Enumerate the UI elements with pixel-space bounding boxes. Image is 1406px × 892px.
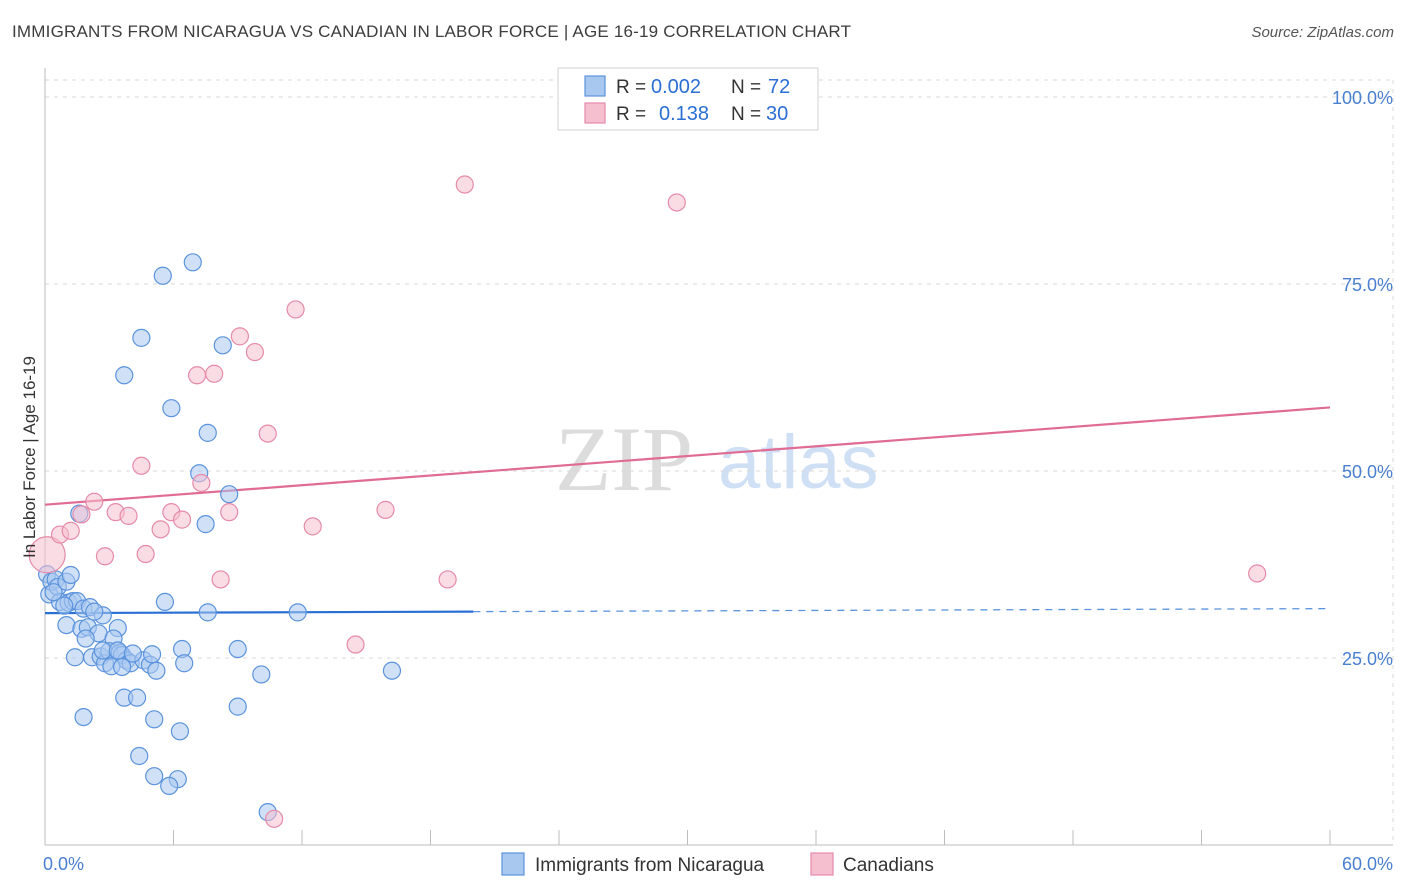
point-canadians bbox=[85, 492, 104, 511]
point-canadians bbox=[220, 503, 239, 522]
point-nicaragua bbox=[130, 746, 149, 766]
point-nicaragua bbox=[61, 565, 80, 585]
legend-r-label-1: R = bbox=[616, 77, 646, 98]
point-nicaragua bbox=[108, 641, 127, 660]
point-canadians bbox=[667, 193, 686, 212]
point-nicaragua bbox=[228, 697, 247, 716]
point-nicaragua bbox=[252, 665, 271, 684]
point-nicaragua bbox=[162, 399, 181, 418]
legend-swatch-nicaragua bbox=[501, 852, 525, 876]
point-nicaragua bbox=[132, 328, 151, 347]
point-canadians bbox=[211, 570, 230, 589]
legend-r-value-2: 0.138 bbox=[659, 103, 709, 125]
y-tick-label-2: 75.0% bbox=[1342, 275, 1393, 295]
point-nicaragua bbox=[170, 722, 190, 741]
point-nicaragua bbox=[220, 485, 239, 504]
y-tick-label-1: 50.0% bbox=[1342, 462, 1393, 482]
grid-lines bbox=[45, 79, 1394, 845]
trend-line-nicaragua-dashed bbox=[473, 607, 1331, 613]
point-nicaragua bbox=[55, 596, 74, 615]
point-nicaragua bbox=[228, 639, 247, 659]
point-nicaragua bbox=[142, 645, 162, 664]
point-canadians bbox=[245, 342, 264, 362]
legend-n-value-1: 72 bbox=[768, 76, 790, 98]
point-nicaragua bbox=[44, 583, 63, 602]
point-canadians bbox=[192, 473, 211, 493]
point-canadians bbox=[136, 544, 155, 564]
point-canadians bbox=[61, 521, 80, 540]
point-canadians bbox=[258, 424, 277, 443]
legend-n-label-1: N = bbox=[731, 77, 761, 98]
point-nicaragua bbox=[145, 710, 164, 729]
watermark-atlas: atlas bbox=[718, 420, 879, 505]
point-canadians bbox=[187, 366, 207, 385]
point-nicaragua bbox=[127, 688, 147, 707]
trend-lines bbox=[44, 406, 1331, 615]
point-canadians bbox=[376, 500, 395, 519]
legend-swatch-pink bbox=[584, 102, 606, 124]
y-axis-title: In Labor Force | Age 16-19 bbox=[20, 356, 39, 558]
legend-n-value-2: 30 bbox=[766, 103, 788, 125]
point-nicaragua bbox=[196, 515, 215, 534]
point-nicaragua bbox=[85, 602, 104, 621]
data-points bbox=[28, 175, 1267, 828]
legend-label-nicaragua: Immigrants from Nicaragua bbox=[535, 855, 765, 876]
point-canadians bbox=[1248, 564, 1267, 583]
legend-r-label-2: R = bbox=[616, 104, 646, 125]
point-canadians bbox=[265, 809, 284, 828]
point-nicaragua bbox=[123, 644, 142, 663]
legend-swatch-blue bbox=[584, 75, 606, 97]
x-tick-label-0: 0.0% bbox=[43, 854, 84, 874]
point-canadians bbox=[230, 327, 249, 346]
point-nicaragua bbox=[147, 661, 166, 680]
point-canadians bbox=[303, 517, 322, 536]
point-canadians bbox=[205, 364, 224, 383]
legend-label-canadians: Canadians bbox=[843, 855, 934, 876]
point-canadians bbox=[95, 547, 115, 566]
point-nicaragua bbox=[175, 654, 194, 673]
point-nicaragua bbox=[155, 592, 175, 612]
tick-labels: 25.0% 50.0% 75.0% 100.0% 0.0% 60.0% bbox=[43, 88, 1393, 874]
point-canadians bbox=[132, 456, 151, 475]
source-label: Source: ZipAtlas.com bbox=[1251, 24, 1394, 41]
point-canadians bbox=[455, 175, 474, 194]
point-canadians bbox=[346, 635, 365, 654]
point-nicaragua bbox=[74, 707, 93, 727]
y-tick-label-3: 100.0% bbox=[1332, 88, 1393, 108]
trend-line-canadians bbox=[44, 406, 1331, 506]
point-nicaragua bbox=[115, 366, 134, 385]
point-nicaragua bbox=[198, 603, 217, 622]
point-nicaragua bbox=[145, 767, 164, 786]
point-nicaragua bbox=[160, 776, 179, 796]
legend-swatch-canadians bbox=[810, 852, 834, 876]
legend-r-value-1: 0.002 bbox=[651, 76, 701, 98]
trend-line-nicaragua-solid bbox=[44, 610, 474, 615]
point-nicaragua bbox=[213, 336, 232, 355]
stats-legend: R = 0.002 N = 72 R = 0.138 N = 30 bbox=[557, 67, 819, 131]
x-tick-label-1: 60.0% bbox=[1342, 854, 1393, 874]
point-canadians bbox=[151, 520, 170, 539]
point-nicaragua bbox=[198, 423, 217, 442]
point-canadians bbox=[72, 505, 91, 524]
point-canadians bbox=[172, 510, 192, 529]
axes bbox=[44, 68, 1393, 846]
series-legend: Immigrants from Nicaragua Canadians bbox=[501, 852, 934, 876]
legend-n-label-2: N = bbox=[731, 104, 761, 125]
point-nicaragua bbox=[288, 603, 307, 622]
point-nicaragua bbox=[76, 629, 95, 648]
point-nicaragua bbox=[382, 661, 402, 680]
point-canadians bbox=[286, 300, 305, 319]
point-canadians bbox=[438, 570, 457, 589]
point-nicaragua bbox=[65, 648, 85, 667]
point-canadians bbox=[28, 536, 66, 574]
point-nicaragua bbox=[183, 253, 202, 272]
y-tick-label-0: 25.0% bbox=[1342, 649, 1393, 669]
watermark-zip: ZIP bbox=[555, 408, 693, 510]
point-canadians bbox=[119, 506, 138, 525]
point-nicaragua bbox=[57, 615, 76, 635]
point-nicaragua bbox=[153, 266, 172, 285]
chart-title: IMMIGRANTS FROM NICARAGUA VS CANADIAN IN… bbox=[12, 22, 852, 41]
